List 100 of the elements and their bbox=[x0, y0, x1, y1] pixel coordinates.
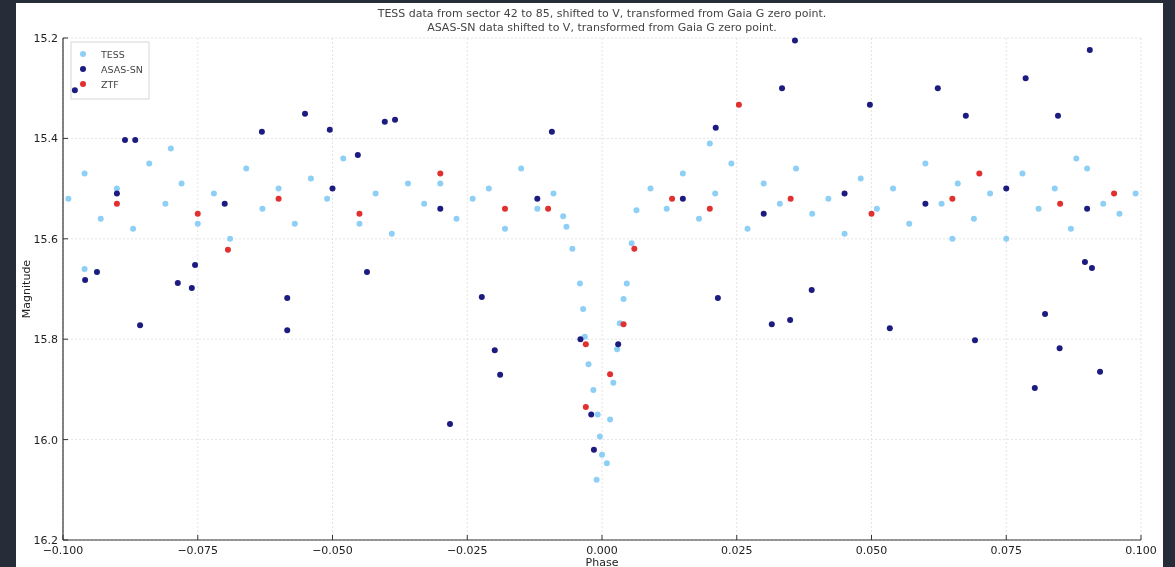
point bbox=[868, 210, 875, 217]
point bbox=[1056, 345, 1063, 352]
x-tick-label: −0.075 bbox=[177, 544, 219, 557]
point bbox=[188, 285, 195, 291]
point bbox=[1088, 264, 1095, 271]
point bbox=[392, 116, 399, 123]
point bbox=[976, 170, 983, 177]
point bbox=[381, 118, 388, 125]
point bbox=[1003, 185, 1010, 192]
point bbox=[1097, 368, 1104, 375]
y-tick-label: 15.2 bbox=[33, 32, 58, 45]
point bbox=[588, 411, 595, 418]
point bbox=[275, 195, 282, 202]
point bbox=[791, 37, 798, 44]
x-tick-label: 0.075 bbox=[990, 544, 1022, 557]
legend-label: TESS bbox=[100, 48, 125, 60]
point bbox=[121, 136, 128, 143]
point bbox=[922, 200, 929, 207]
point bbox=[1031, 384, 1038, 391]
y-tick-label: 16.2 bbox=[33, 534, 58, 547]
y-tick-label: 15.4 bbox=[33, 132, 58, 146]
point bbox=[501, 205, 508, 212]
point bbox=[679, 195, 686, 202]
point bbox=[284, 327, 291, 334]
point bbox=[364, 268, 370, 275]
point bbox=[548, 128, 555, 135]
point bbox=[356, 210, 363, 217]
point bbox=[735, 101, 742, 108]
x-tick-label: −0.100 bbox=[42, 544, 84, 557]
point bbox=[886, 325, 893, 332]
chart-title: TESS data from sector 42 to 85, shifted to V, transformed from Gaia G zero point. bbox=[376, 7, 827, 20]
point bbox=[113, 190, 120, 197]
point bbox=[534, 195, 541, 202]
point bbox=[1057, 200, 1064, 207]
point bbox=[714, 295, 721, 302]
chart-subtitle: ASAS-SN data shifted to V, transformed from Gaia G zero point. bbox=[427, 21, 777, 34]
x-tick-label: 0.100 bbox=[1125, 544, 1157, 557]
y-tick-label: 15.6 bbox=[33, 232, 58, 246]
point bbox=[768, 321, 775, 328]
point bbox=[841, 190, 848, 197]
point bbox=[760, 210, 767, 217]
x-axis-title: Phase bbox=[585, 556, 619, 567]
y-axis-title: Magnitude bbox=[20, 259, 33, 319]
legend-label: ZTF bbox=[101, 78, 119, 90]
point bbox=[808, 287, 815, 293]
point bbox=[491, 347, 498, 354]
point bbox=[329, 185, 336, 192]
point bbox=[478, 294, 485, 301]
legend-label: ASAS-SN bbox=[101, 63, 143, 75]
point bbox=[224, 246, 231, 253]
point bbox=[545, 205, 552, 212]
point bbox=[971, 337, 978, 344]
x-tick-label: −0.025 bbox=[446, 544, 488, 557]
x-tick-label: −0.050 bbox=[312, 544, 353, 557]
point bbox=[447, 421, 453, 428]
point bbox=[787, 195, 794, 202]
point bbox=[1081, 258, 1088, 265]
point bbox=[590, 446, 597, 453]
x-tick-label: 0.025 bbox=[721, 544, 753, 557]
point bbox=[787, 317, 794, 324]
point bbox=[437, 170, 444, 177]
point bbox=[1111, 190, 1118, 197]
point bbox=[1042, 311, 1049, 318]
point bbox=[437, 205, 444, 212]
point bbox=[113, 200, 120, 207]
point bbox=[284, 295, 291, 302]
point bbox=[949, 195, 956, 202]
point bbox=[779, 85, 786, 92]
y-tick-label: 16.0 bbox=[33, 433, 58, 447]
point bbox=[82, 276, 89, 283]
point bbox=[1086, 47, 1093, 54]
point bbox=[1022, 75, 1029, 82]
point bbox=[71, 87, 78, 94]
point bbox=[712, 124, 719, 131]
point bbox=[137, 322, 144, 329]
point bbox=[302, 110, 309, 117]
point bbox=[962, 112, 969, 119]
point bbox=[669, 195, 676, 202]
x-tick-label: 0.050 bbox=[855, 544, 888, 557]
point bbox=[582, 403, 589, 410]
x-tick-label: 0.000 bbox=[586, 544, 618, 557]
point bbox=[326, 126, 333, 133]
y-tick-label: 15.8 bbox=[33, 333, 58, 347]
point bbox=[93, 268, 100, 275]
point bbox=[706, 205, 713, 212]
point bbox=[607, 371, 614, 378]
point bbox=[258, 128, 265, 135]
point bbox=[174, 279, 181, 286]
point bbox=[192, 261, 199, 268]
point bbox=[631, 245, 638, 252]
point bbox=[1084, 205, 1091, 212]
point bbox=[194, 210, 201, 217]
point bbox=[497, 371, 504, 378]
point bbox=[934, 85, 941, 92]
point bbox=[1054, 112, 1061, 119]
point bbox=[620, 321, 627, 328]
point bbox=[577, 336, 584, 343]
point bbox=[221, 200, 228, 207]
point bbox=[615, 341, 622, 348]
point bbox=[354, 151, 361, 158]
